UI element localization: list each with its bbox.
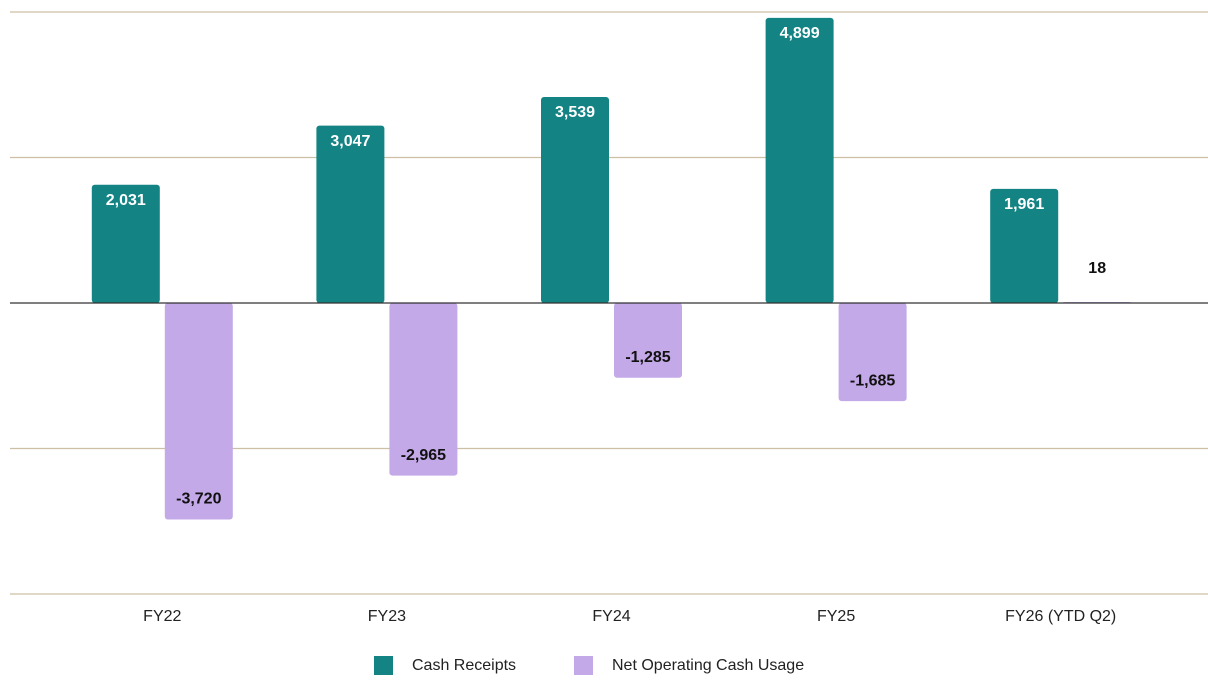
bar bbox=[614, 303, 682, 378]
data-label: -1,685 bbox=[850, 372, 895, 389]
data-label: 2,031 bbox=[106, 192, 146, 209]
bar bbox=[990, 188, 1059, 303]
x-tick-label: FY24 bbox=[592, 608, 630, 625]
data-label: 1,961 bbox=[1004, 196, 1044, 213]
x-tick-label: FY26 (YTD Q2) bbox=[1005, 608, 1116, 625]
legend-label: Net Operating Cash Usage bbox=[612, 657, 804, 674]
bar bbox=[389, 303, 458, 476]
bar bbox=[91, 184, 160, 303]
legend-label: Cash Receipts bbox=[412, 657, 516, 674]
bar bbox=[765, 17, 834, 303]
data-label: 3,047 bbox=[330, 133, 370, 150]
data-label: 18 bbox=[1088, 260, 1106, 277]
data-label: -2,965 bbox=[401, 447, 446, 464]
x-tick-label: FY23 bbox=[368, 608, 406, 625]
data-label: 3,539 bbox=[555, 104, 595, 121]
data-label: -1,285 bbox=[625, 349, 670, 366]
bar bbox=[541, 97, 609, 303]
data-label: 4,899 bbox=[780, 25, 820, 42]
bar bbox=[316, 125, 385, 303]
x-tick-label: FY25 bbox=[817, 608, 855, 625]
bar bbox=[838, 303, 907, 402]
bar bbox=[164, 303, 233, 520]
legend-swatch bbox=[574, 656, 593, 675]
x-tick-label: FY22 bbox=[143, 608, 181, 625]
data-label: -3,720 bbox=[176, 491, 221, 508]
legend-swatch bbox=[374, 656, 393, 675]
